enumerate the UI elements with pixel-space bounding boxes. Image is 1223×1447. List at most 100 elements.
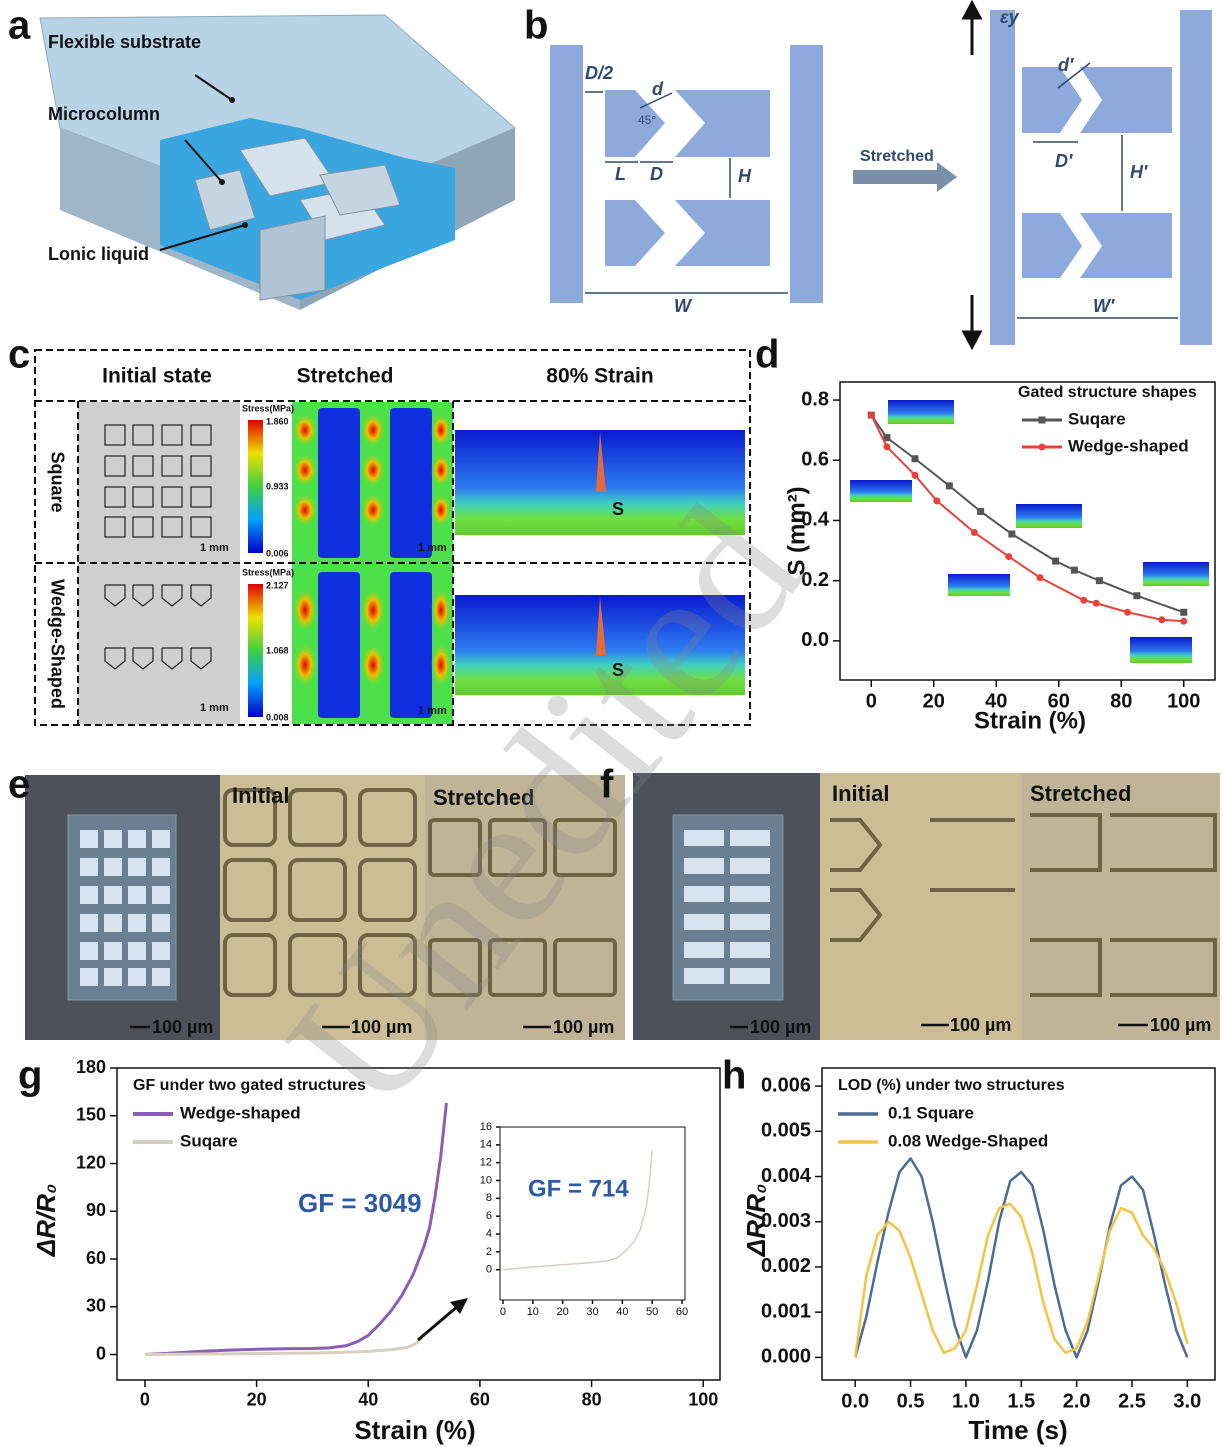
- marker: [1096, 577, 1103, 584]
- dim-label: D/2: [585, 63, 613, 83]
- legend-label: Wedge-shaped: [180, 1103, 301, 1122]
- y-tick-label: 90: [86, 1200, 106, 1220]
- y-tick-label: 30: [86, 1296, 106, 1316]
- x-tick-label: 20: [247, 1389, 267, 1409]
- y-tick-label: 16: [480, 1121, 492, 1133]
- dim-label: H: [738, 166, 752, 186]
- y-tick-label: 0.001: [761, 1300, 811, 1322]
- plot-frame: [840, 382, 1215, 680]
- legend-label: Wedge-shaped: [1068, 436, 1189, 455]
- scale-bar: 1 mm: [418, 705, 447, 717]
- colorbar-title: Stress(MPa): [242, 567, 294, 577]
- dimension-lines: [585, 63, 1178, 318]
- x-tick-label: 100: [1167, 690, 1200, 712]
- plot-frame: [822, 1068, 1215, 1380]
- x-tick-label: 2.5: [1118, 1390, 1146, 1412]
- y-tick-label: 0.005: [761, 1120, 811, 1142]
- x-tick-label: 40: [358, 1389, 378, 1409]
- marker: [933, 497, 940, 504]
- photo-header: Initial: [832, 781, 889, 806]
- y-tick-label: 0.000: [761, 1346, 811, 1368]
- y-tick-label: 4: [486, 1228, 492, 1240]
- marker: [912, 472, 919, 479]
- photo-header: Initial: [232, 783, 289, 808]
- legend-label: Suqare: [180, 1131, 238, 1150]
- plot-frame: [500, 1127, 685, 1300]
- panel-label: b: [524, 4, 548, 48]
- series-line: [855, 1158, 1187, 1357]
- label: Lonic liquid: [48, 244, 149, 264]
- marker: [1093, 600, 1100, 607]
- panel-label: f: [600, 763, 614, 807]
- row-header: Square: [47, 451, 67, 512]
- y-tick-label: 60: [86, 1248, 106, 1268]
- x-tick-label: 0.5: [897, 1390, 925, 1412]
- scale-bar: 100 µm: [553, 1017, 614, 1037]
- x-tick-label: 100: [688, 1389, 718, 1409]
- y-tick-label: 0: [96, 1343, 106, 1363]
- panel-label: c: [8, 333, 30, 377]
- dim-label: W: [674, 296, 693, 316]
- figure: Flexible substrate Microcolumn Lonic liq…: [0, 0, 1223, 1447]
- marker: [977, 508, 984, 515]
- marker: [946, 482, 953, 489]
- dim-label: W′: [1093, 296, 1115, 316]
- panel-a-illustration: [40, 15, 515, 310]
- y-tick-label: 0.004: [761, 1165, 812, 1187]
- panel-label: a: [8, 4, 31, 48]
- x-tick-label: 0: [500, 1306, 506, 1318]
- legend-marker: [1039, 417, 1046, 424]
- y-tick-label: 2: [486, 1246, 492, 1258]
- x-tick-label: 0.0: [841, 1390, 869, 1412]
- marker: [1180, 609, 1187, 616]
- x-axis-label: Strain (%): [354, 1415, 475, 1445]
- colorbar-label: 1.068: [266, 645, 289, 655]
- scale-bar: 100 µm: [750, 1017, 811, 1037]
- x-tick-label: 40: [616, 1306, 628, 1318]
- y-tick-label: 0.8: [801, 388, 829, 410]
- x-tick-label: 80: [1110, 690, 1132, 712]
- dim-label: L: [615, 164, 626, 184]
- y-axis-label: ΔR/R₀: [31, 1184, 61, 1258]
- x-tick-label: 0: [866, 690, 877, 712]
- marker: [1158, 616, 1165, 623]
- x-tick-label: 1.5: [1007, 1390, 1035, 1412]
- column-header: Stretched: [297, 365, 394, 388]
- strain-arrows: [964, 3, 980, 347]
- marker: [971, 529, 978, 536]
- y-tick-label: 8: [486, 1192, 492, 1204]
- legend-label: Suqare: [1068, 409, 1126, 428]
- marker: [1180, 618, 1187, 625]
- y-tick-label: 150: [76, 1105, 106, 1125]
- y-tick-label: 120: [76, 1152, 106, 1172]
- x-tick-label: 60: [676, 1306, 688, 1318]
- column-header: 80% Strain: [546, 365, 653, 388]
- x-tick-label: 50: [646, 1306, 658, 1318]
- colorbar-label: 1.860: [266, 416, 289, 426]
- dim-label: D: [650, 164, 663, 184]
- series-line: [855, 1204, 1187, 1358]
- scale-bar: 100 µm: [152, 1017, 213, 1037]
- colorbar-label: 0.008: [266, 712, 289, 722]
- photo-header: Stretched: [1030, 781, 1131, 806]
- x-axis-label: Strain (%): [974, 707, 1086, 734]
- marker: [1005, 553, 1012, 560]
- x-tick-label: 80: [582, 1389, 602, 1409]
- y-tick-label: 14: [480, 1139, 492, 1151]
- y-tick-label: 0.002: [761, 1255, 811, 1277]
- panel-label: d: [755, 333, 779, 377]
- annotation: GF = 714: [528, 1175, 629, 1202]
- marker: [883, 443, 890, 450]
- scale-bar: 100 µm: [1150, 1015, 1211, 1035]
- y-tick-label: 12: [480, 1157, 492, 1169]
- panel-label: h: [722, 1054, 746, 1098]
- colorbar-label: 0.933: [266, 481, 289, 491]
- row-header: Wedge-Shaped: [47, 579, 67, 709]
- x-tick-label: 60: [470, 1389, 490, 1409]
- inset-arrow: [418, 1306, 458, 1340]
- marker: [1133, 592, 1140, 599]
- marker: [868, 412, 875, 419]
- dim-label: d: [652, 79, 664, 99]
- x-axis-label: Time (s): [968, 1415, 1067, 1445]
- colorbar-label: 2.127: [266, 580, 289, 590]
